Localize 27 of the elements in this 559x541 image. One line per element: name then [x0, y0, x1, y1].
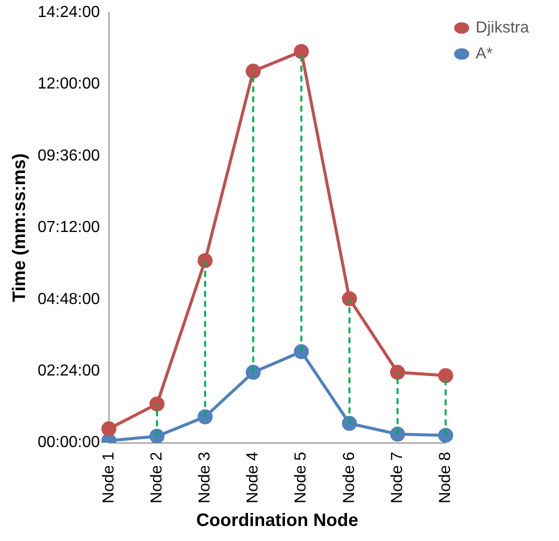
- point: [294, 44, 309, 59]
- y-tick-label: 00:00:00: [38, 434, 100, 452]
- y-tick-label: 02:24:00: [38, 362, 100, 380]
- legend-label: Djikstra: [476, 19, 530, 36]
- x-tick-label: Node 7: [388, 452, 406, 504]
- y-tick-label: 14:24:00: [38, 4, 100, 22]
- y-tick-label: 04:48:00: [38, 290, 100, 308]
- point: [390, 364, 406, 380]
- x-tick-label: Node 8: [437, 452, 454, 504]
- legend-label: A*: [476, 45, 493, 62]
- y-tick-label: 07:12:00: [38, 219, 100, 236]
- point: [149, 396, 164, 412]
- y-tick-label: 09:36:00: [38, 147, 100, 164]
- x-tick-label: Node 6: [340, 452, 358, 504]
- y-axis-title: Time (mm:ss:ms): [8, 153, 29, 302]
- x-tick-label: Node 4: [244, 452, 262, 504]
- point: [438, 368, 454, 384]
- point: [198, 253, 213, 268]
- x-tick-label: Node 5: [292, 452, 310, 504]
- x-axis-title: Coordination Node: [196, 510, 358, 530]
- x-tick-label: Node 3: [196, 452, 214, 504]
- point: [101, 421, 116, 436]
- x-tick-label: Node 1: [100, 452, 118, 504]
- y-tick-label: 12:00:00: [38, 76, 100, 93]
- x-tick-label: Node 2: [148, 452, 166, 504]
- point: [342, 291, 357, 306]
- point: [246, 64, 261, 79]
